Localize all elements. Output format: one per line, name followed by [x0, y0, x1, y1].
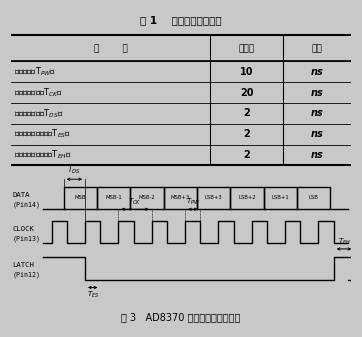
- Text: 脉冲宽度（T$_{PW}$）: 脉冲宽度（T$_{PW}$）: [14, 66, 56, 78]
- Text: 数据使能建立时间（T$_{ES}$）: 数据使能建立时间（T$_{ES}$）: [14, 128, 71, 141]
- Text: $T_{PW}$: $T_{PW}$: [186, 197, 200, 207]
- Text: 单位: 单位: [312, 44, 323, 53]
- Text: MSB-1: MSB-1: [105, 195, 122, 201]
- Text: 2: 2: [243, 109, 250, 118]
- Text: (Pin12): (Pin12): [13, 272, 41, 278]
- Text: 数据使能保持时间（T$_{EH}$）: 数据使能保持时间（T$_{EH}$）: [14, 149, 72, 161]
- Text: (Pin13): (Pin13): [13, 236, 41, 242]
- Text: 典型值: 典型值: [239, 44, 254, 53]
- Text: $T_{CK}$: $T_{CK}$: [129, 197, 142, 207]
- Text: (Pin14): (Pin14): [13, 202, 41, 208]
- Text: 2: 2: [243, 129, 250, 139]
- Text: 参        数: 参 数: [93, 44, 127, 53]
- Text: ns: ns: [311, 129, 324, 139]
- Text: 数据建立时间（T$_{DS}$）: 数据建立时间（T$_{DS}$）: [14, 107, 64, 120]
- Text: 10: 10: [240, 67, 253, 77]
- Text: ns: ns: [311, 150, 324, 160]
- Text: ns: ns: [311, 67, 324, 77]
- Text: LSB+2: LSB+2: [238, 195, 256, 201]
- Text: LSB+1: LSB+1: [272, 195, 289, 201]
- Text: LSB: LSB: [309, 195, 319, 201]
- Text: LSB+3: LSB+3: [205, 195, 223, 201]
- Text: MSB+3: MSB+3: [171, 195, 190, 201]
- Text: $T_{EH}$: $T_{EH}$: [337, 237, 350, 247]
- Text: 图 3   AD8370 的数字控制接口时序: 图 3 AD8370 的数字控制接口时序: [121, 312, 241, 322]
- Text: $T_{DS}$: $T_{DS}$: [67, 164, 81, 176]
- Text: LATCH: LATCH: [13, 263, 34, 268]
- Text: 表 1    串行编程时间参数: 表 1 串行编程时间参数: [140, 15, 222, 25]
- Text: 20: 20: [240, 88, 253, 98]
- Text: 脉冲时钟周期（T$_{CK}$）: 脉冲时钟周期（T$_{CK}$）: [14, 86, 64, 99]
- Text: MSB-2: MSB-2: [139, 195, 155, 201]
- Text: MSB: MSB: [75, 195, 86, 201]
- Text: CLOCK: CLOCK: [13, 226, 34, 232]
- Text: 2: 2: [243, 150, 250, 160]
- Text: ns: ns: [311, 88, 324, 98]
- Text: ns: ns: [311, 109, 324, 118]
- Text: $T_{ES}$: $T_{ES}$: [87, 290, 99, 300]
- Text: DATA: DATA: [13, 192, 30, 198]
